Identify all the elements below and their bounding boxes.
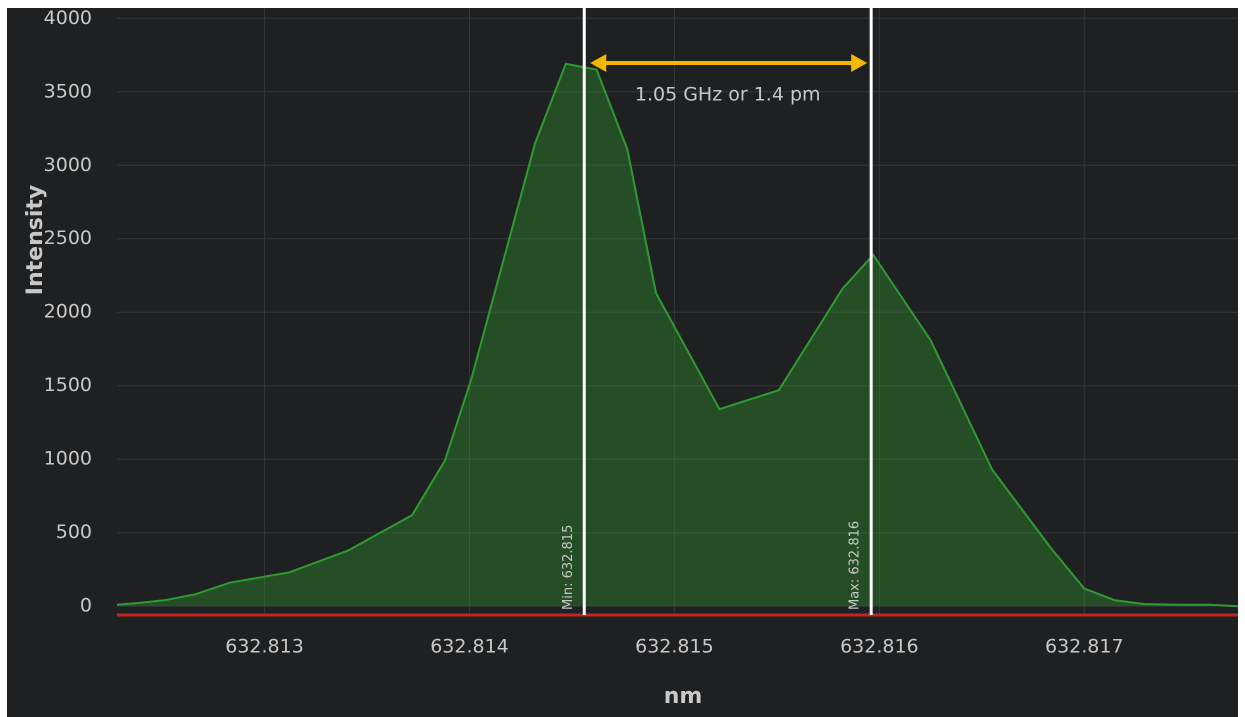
x-tick-label: 632.814 — [430, 636, 509, 658]
y-tick-label: 4000 — [44, 7, 92, 29]
y-tick-label: 3000 — [44, 154, 92, 176]
background — [7, 8, 1238, 717]
x-tick-label: 632.817 — [1045, 636, 1124, 658]
y-tick-label: 2500 — [44, 227, 92, 249]
x-tick-label: 632.816 — [840, 636, 919, 658]
y-tick-label: 500 — [56, 521, 92, 543]
x-tick-label: 632.815 — [635, 636, 714, 658]
annotation: 1.05 GHz or 1.4 pm — [635, 84, 821, 106]
y-tick-label: 1000 — [44, 448, 92, 470]
y-tick-label: 1500 — [44, 374, 92, 396]
x-axis-title: nm — [664, 684, 703, 709]
area-line — [116, 62, 1239, 608]
y-tick-label: 3500 — [44, 80, 92, 102]
y-tick-label: 2000 — [44, 301, 92, 323]
y-tick-label: 0 — [80, 595, 92, 617]
area-fill — [117, 63, 1238, 607]
marker-label: Min: 632.815 — [561, 525, 576, 610]
y-axis-title: Intensity — [23, 185, 48, 295]
arrow-head — [590, 54, 607, 72]
arrow-head — [851, 54, 868, 72]
marker-label: Max: 632.816 — [848, 521, 863, 610]
x-tick-label: 632.813 — [225, 636, 304, 658]
